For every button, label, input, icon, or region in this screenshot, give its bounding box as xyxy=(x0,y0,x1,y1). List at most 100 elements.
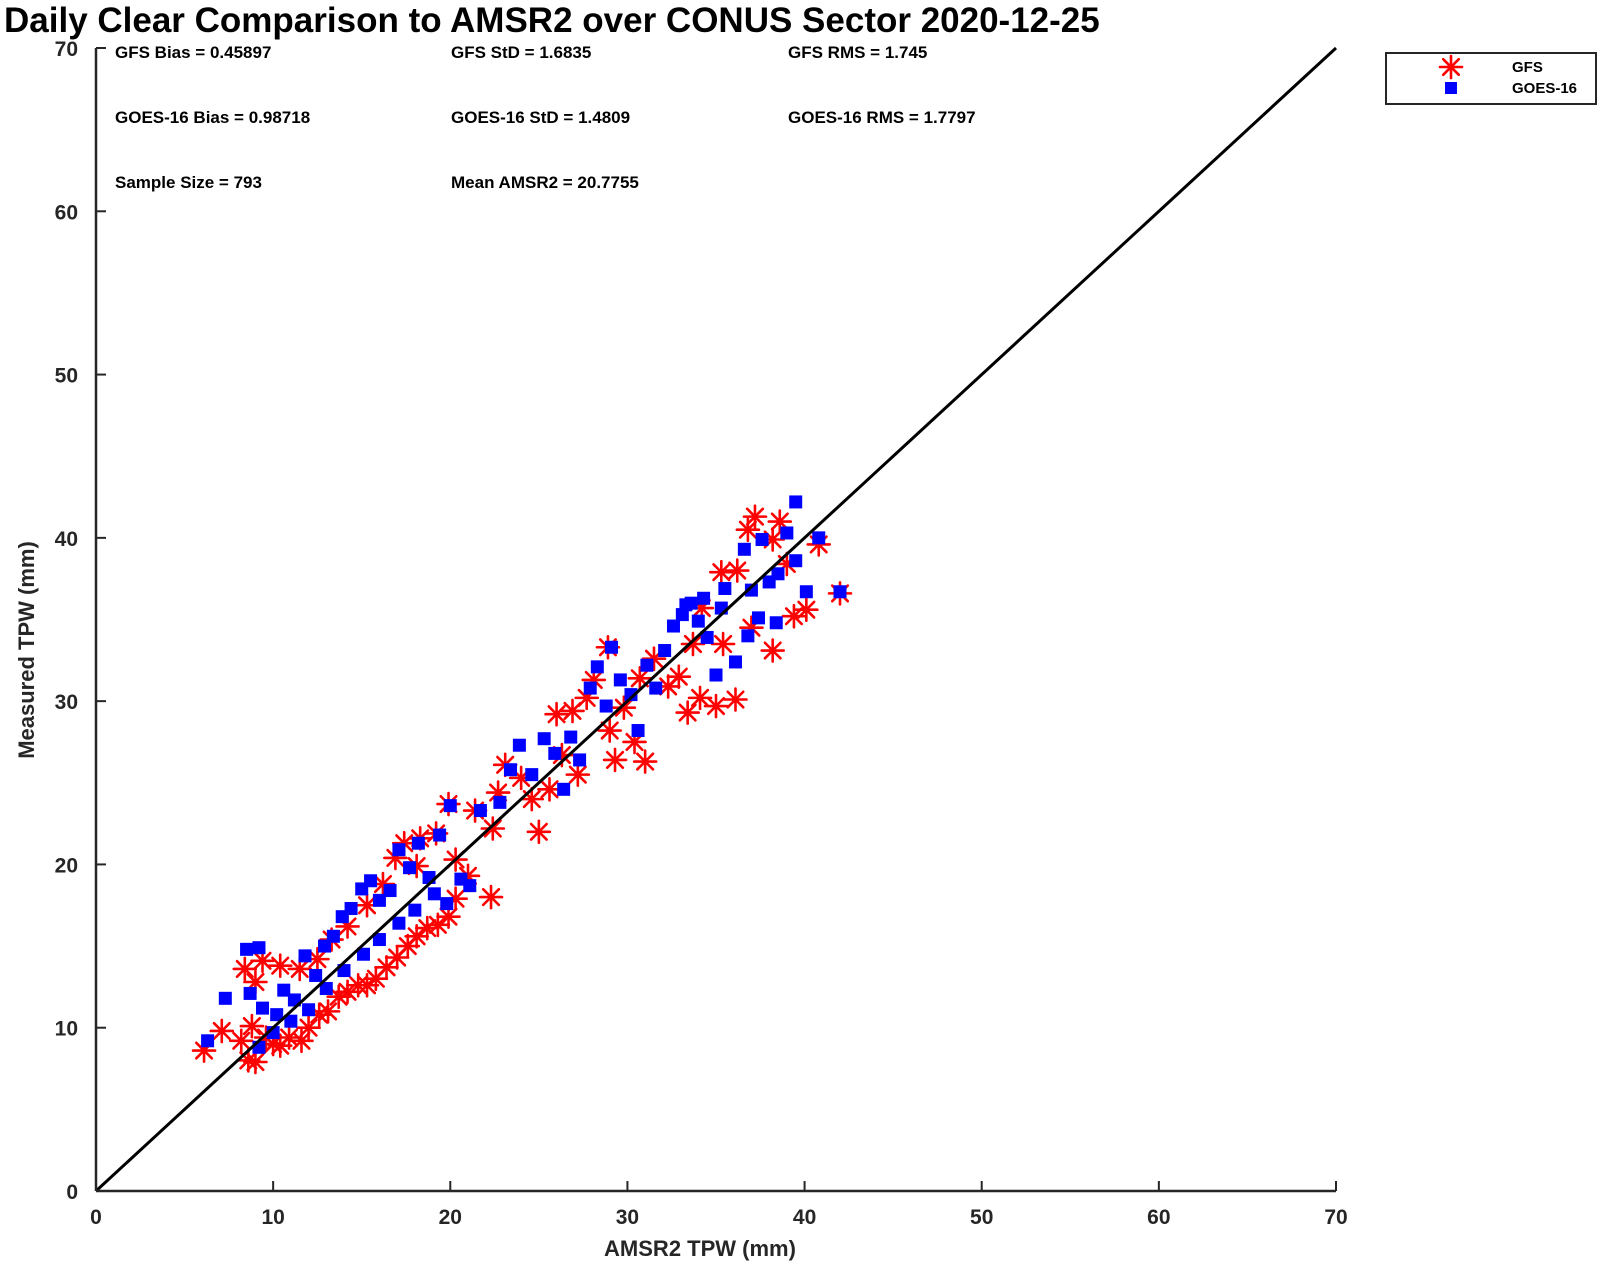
gfs-point xyxy=(239,1013,265,1039)
goes16-point xyxy=(433,828,447,842)
gfs-point xyxy=(703,693,729,719)
y-tick-label: 70 xyxy=(55,38,78,61)
goes16-point xyxy=(789,554,803,568)
goes16-point xyxy=(771,567,785,581)
stat-text: Sample Size = 793 xyxy=(115,173,262,192)
goes16-point xyxy=(769,616,783,630)
legend: GFS GOES-16 xyxy=(1385,52,1597,105)
goes16-point xyxy=(252,941,266,955)
gfs-point xyxy=(602,747,628,773)
stat-text: GFS Bias = 0.45897 xyxy=(115,43,271,62)
x-tick-label: 60 xyxy=(1147,1206,1170,1229)
gfs-point xyxy=(335,979,360,1005)
goes16-point xyxy=(737,542,751,556)
goes16-point xyxy=(709,668,723,682)
goes16-point xyxy=(372,933,386,947)
legend-item-gfs: GFS xyxy=(1438,54,1543,80)
goes16-point xyxy=(624,688,638,702)
x-axis-label: AMSR2 TPW (mm) xyxy=(604,1236,796,1261)
goes16-point xyxy=(649,681,663,695)
gfs-point xyxy=(666,664,692,689)
stat-text: Mean AMSR2 = 20.7755 xyxy=(451,173,639,192)
goes16-point xyxy=(599,699,613,713)
y-tick-label: 60 xyxy=(55,201,78,224)
goes16-point xyxy=(403,861,417,875)
goes16-point xyxy=(691,614,705,628)
y-tick-label: 50 xyxy=(55,365,78,388)
goes16-point xyxy=(833,585,847,599)
gfs-point xyxy=(480,816,506,841)
stat-text: GOES-16 Bias = 0.98718 xyxy=(115,108,310,127)
one-to-one-line xyxy=(94,46,1338,1193)
legend-label: GOES-16 xyxy=(1512,80,1577,97)
data-points xyxy=(191,495,853,1075)
goes16-point xyxy=(744,583,758,597)
stat-text: GFS StD = 1.6835 xyxy=(451,43,591,62)
y-axis-label: Measured TPW (mm) xyxy=(14,541,39,759)
goes16-point xyxy=(309,968,323,982)
goes16-series xyxy=(201,495,847,1054)
goes16-point xyxy=(473,804,487,818)
goes16-point xyxy=(564,730,578,744)
goes16-point xyxy=(537,732,551,746)
gfs-point xyxy=(794,597,819,623)
gfs-point xyxy=(709,559,734,585)
goes16-point xyxy=(583,681,597,695)
goes16-point xyxy=(408,903,422,917)
goes16-point xyxy=(392,843,406,857)
x-tick-label: 20 xyxy=(439,1206,462,1229)
gfs-point xyxy=(723,687,748,712)
goes16-point xyxy=(463,879,477,893)
goes16-point xyxy=(640,658,654,672)
goes16-point xyxy=(604,640,618,654)
goes16-point xyxy=(356,947,370,961)
goes16-point xyxy=(392,916,406,930)
goes16-point xyxy=(512,738,526,752)
gfs-point xyxy=(680,631,706,657)
x-tick-label: 0 xyxy=(90,1206,102,1229)
goes16-point xyxy=(383,884,397,898)
goes16-point xyxy=(590,660,604,674)
x-tick-label: 50 xyxy=(970,1206,993,1229)
gfs-point xyxy=(632,749,658,774)
goes16-point xyxy=(493,795,507,809)
goes16-point xyxy=(440,897,454,911)
goes16-point xyxy=(697,591,711,605)
y-tick-label: 0 xyxy=(66,1181,78,1204)
goes16-point xyxy=(277,983,291,997)
goes16-point xyxy=(741,629,755,643)
goes16-point xyxy=(318,939,332,953)
y-tick-label: 10 xyxy=(55,1018,78,1041)
gfs-point xyxy=(287,956,313,982)
gfs-point xyxy=(735,517,761,542)
y-tick-label: 40 xyxy=(55,528,78,551)
goes16-point xyxy=(780,526,794,540)
gfs-point xyxy=(526,819,552,845)
x-ticks: 0 10 20 30 40 50 60 70 xyxy=(90,1181,1348,1229)
gfs-point xyxy=(544,701,569,727)
goes16-point xyxy=(755,532,769,546)
goes16-point xyxy=(326,929,340,943)
goes16-point xyxy=(700,630,714,644)
goes16-point xyxy=(443,799,457,813)
goes16-point xyxy=(679,598,693,612)
goes16-point xyxy=(256,1001,270,1015)
x-tick-label: 30 xyxy=(616,1206,639,1229)
legend-item-goes16: GOES-16 xyxy=(1445,80,1577,97)
goes16-point xyxy=(218,991,232,1005)
y-tick-label: 20 xyxy=(55,854,78,877)
goes16-point xyxy=(718,581,732,595)
gfs-point xyxy=(243,1049,268,1075)
gfs-point xyxy=(519,786,545,812)
x-tick-label: 10 xyxy=(261,1206,284,1229)
goes16-point xyxy=(613,673,627,687)
goes16-point xyxy=(752,611,766,625)
legend-label: GFS xyxy=(1512,59,1543,76)
gfs-point xyxy=(760,638,785,663)
x-tick-label: 70 xyxy=(1324,1206,1347,1229)
gfs-point xyxy=(675,700,700,725)
gfs-point xyxy=(710,631,736,657)
goes16-point xyxy=(812,531,826,545)
axes xyxy=(94,48,1336,1193)
goes16-point xyxy=(557,782,571,796)
